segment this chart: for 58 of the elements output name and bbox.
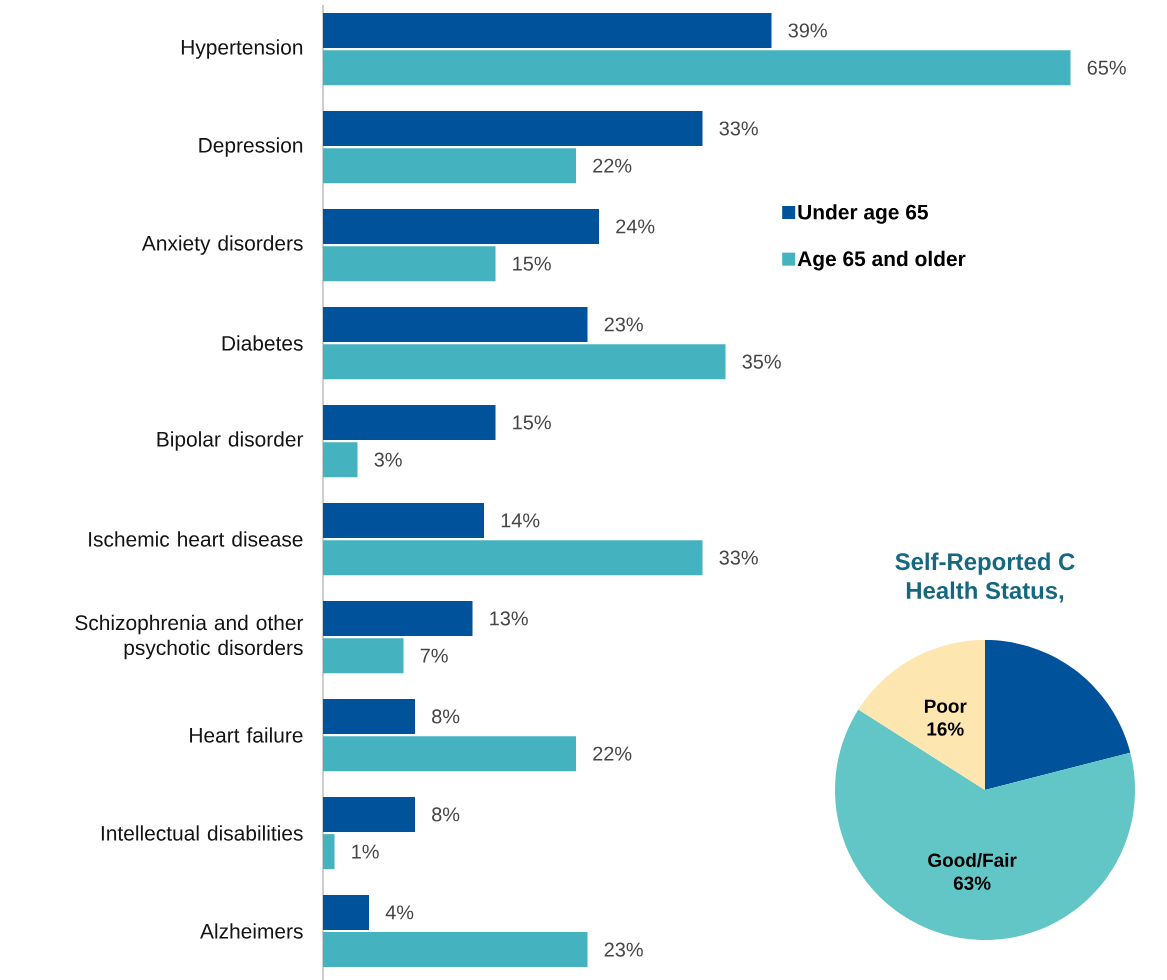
y-tick-label: Intellectual disabilities	[101, 825, 303, 841]
bar	[323, 404, 496, 440]
data-label: 14%	[501, 513, 540, 528]
data-label: 23%	[604, 317, 643, 332]
bar	[323, 796, 416, 832]
bar	[323, 12, 772, 48]
data-label: 3%	[374, 452, 402, 467]
data-label: 35%	[742, 354, 781, 369]
y-tick-label: Ischemic heart disease	[89, 531, 303, 547]
slice-label: Poor	[924, 699, 967, 713]
bar	[323, 638, 404, 674]
legend-label: Age 65 and older	[797, 250, 966, 271]
data-label: 1%	[352, 844, 379, 859]
data-label: 22%	[593, 158, 632, 173]
bar	[323, 736, 577, 772]
bar	[323, 894, 370, 930]
chart-title: Self-Reported C	[895, 552, 1075, 575]
data-label: 23%	[604, 942, 643, 957]
data-label: 16%	[927, 722, 964, 736]
bar	[323, 110, 703, 146]
bar	[323, 442, 358, 478]
y-tick-label: Hypertension	[181, 39, 303, 59]
data-label: 24%	[616, 219, 655, 234]
bar	[323, 306, 588, 342]
bar	[323, 540, 703, 576]
bar	[323, 344, 726, 380]
data-label: 7%	[420, 648, 448, 663]
y-tick-label: Alzheimers	[200, 923, 303, 939]
legend-label: Under age 65	[798, 204, 928, 224]
y-tick-label: Anxiety disorders	[141, 235, 303, 255]
bar	[323, 834, 335, 870]
data-label: 39%	[788, 23, 827, 38]
data-label: 65%	[1087, 60, 1126, 75]
data-label: 15%	[513, 415, 551, 430]
y-tick-label: Schizophrenia and other psychotic disorders	[75, 614, 304, 660]
bar	[323, 246, 496, 282]
data-label: 22%	[593, 746, 632, 761]
data-label: 4%	[385, 905, 414, 920]
bar	[323, 50, 1071, 86]
data-label: 33%	[719, 550, 758, 565]
data-label: 8%	[432, 709, 460, 724]
data-label: 15%	[513, 256, 551, 271]
y-tick-label: Heart failure	[190, 727, 303, 743]
y-tick-label: Depression	[199, 137, 303, 157]
data-label: 8%	[432, 807, 460, 822]
data-label: 63%	[953, 876, 991, 890]
chart-subtitle: Health Status,	[906, 581, 1064, 603]
bar	[323, 600, 473, 636]
y-tick-label: Diabetes	[222, 335, 303, 351]
bar	[323, 208, 600, 244]
slice-label: Good/Fair	[928, 853, 1017, 868]
bar	[323, 502, 485, 538]
bar	[323, 698, 416, 734]
bar	[323, 148, 577, 184]
y-tick-label: Bipolar disorder	[157, 431, 304, 451]
data-label: 13%	[490, 611, 528, 626]
bar	[323, 932, 588, 968]
data-label: 33%	[719, 121, 758, 136]
